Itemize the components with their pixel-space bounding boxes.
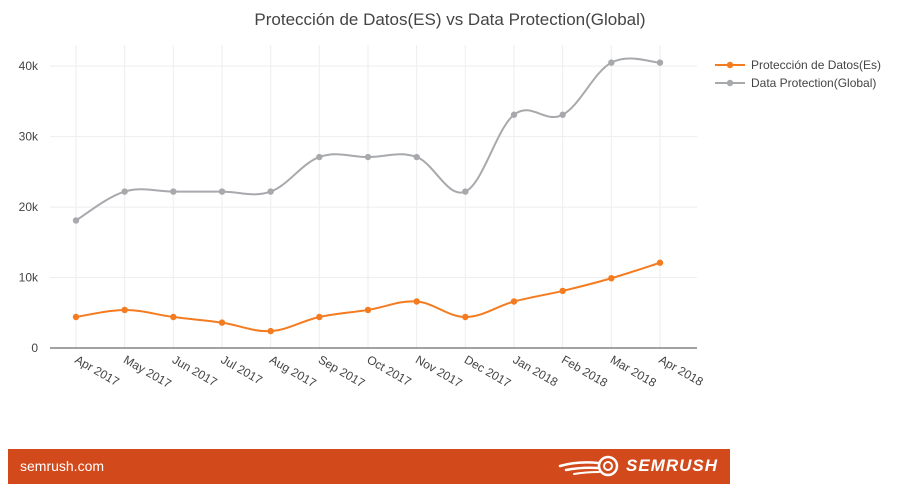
- footer-site-link[interactable]: semrush.com: [20, 458, 105, 474]
- data-point[interactable]: [559, 111, 566, 118]
- data-point[interactable]: [656, 59, 664, 66]
- x-tick-label: Aug 2017: [267, 352, 319, 390]
- data-point[interactable]: [510, 111, 518, 118]
- legend-label: Protección de Datos(Es): [751, 58, 881, 72]
- data-point[interactable]: [364, 153, 372, 161]
- x-tick-label: Dec 2017: [462, 352, 514, 390]
- legend-swatch-marker: [726, 61, 734, 69]
- x-tick-label: Jan 2018: [511, 352, 561, 389]
- legend-item-0[interactable]: Protección de Datos(Es): [715, 58, 881, 72]
- data-point[interactable]: [170, 313, 177, 321]
- series-0: [72, 259, 664, 335]
- line-chart: Protección de Datos(ES) vs Data Protecti…: [19, 10, 881, 391]
- data-point[interactable]: [218, 188, 226, 195]
- data-point[interactable]: [170, 188, 177, 195]
- data-point[interactable]: [608, 275, 615, 282]
- legend-item-1[interactable]: Data Protection(Global): [715, 76, 876, 90]
- legend-swatch-marker: [726, 79, 734, 87]
- x-tick-label: Jul 2017: [219, 352, 266, 387]
- data-point[interactable]: [316, 313, 323, 321]
- x-tick-label: May 2017: [121, 352, 174, 391]
- data-point[interactable]: [218, 319, 226, 326]
- data-point[interactable]: [72, 217, 80, 224]
- x-tick-label: Apr 2017: [73, 352, 122, 389]
- data-point[interactable]: [413, 153, 420, 161]
- data-point[interactable]: [510, 298, 518, 305]
- series-1: [72, 57, 664, 224]
- data-point[interactable]: [462, 188, 469, 195]
- chart-title: Protección de Datos(ES) vs Data Protecti…: [254, 10, 645, 29]
- y-tick-label: 0: [31, 341, 38, 355]
- x-tick-label: Sep 2017: [316, 352, 368, 390]
- x-tick-label: Jun 2017: [170, 352, 220, 389]
- footer-bar: semrush.com SEMRUSH: [8, 449, 730, 484]
- y-tick-label: 10k: [19, 271, 39, 285]
- x-tick-label: Apr 2018: [657, 352, 706, 389]
- legend-label: Data Protection(Global): [751, 76, 876, 90]
- data-point[interactable]: [316, 153, 323, 161]
- data-point[interactable]: [608, 59, 615, 66]
- data-point[interactable]: [72, 313, 80, 321]
- data-point[interactable]: [559, 287, 566, 295]
- x-tick-label: Mar 2018: [608, 352, 659, 390]
- data-point[interactable]: [121, 188, 128, 195]
- x-tick-label: Oct 2017: [365, 352, 414, 389]
- legend[interactable]: Protección de Datos(Es) Data Protection(G…: [715, 58, 881, 90]
- flame-ball-icon: [558, 455, 619, 477]
- x-tick-label: Feb 2018: [559, 352, 610, 390]
- data-point[interactable]: [267, 327, 274, 335]
- data-point[interactable]: [462, 313, 469, 321]
- y-tick-label: 40k: [19, 59, 39, 73]
- data-point[interactable]: [413, 298, 420, 305]
- y-tick-label: 20k: [19, 200, 39, 214]
- data-point[interactable]: [267, 188, 274, 195]
- grid: [50, 45, 697, 348]
- x-tick-label: Nov 2017: [413, 352, 465, 390]
- data-point[interactable]: [121, 306, 128, 314]
- semrush-logo[interactable]: SEMRUSH: [558, 454, 718, 478]
- y-tick-label: 30k: [19, 130, 39, 144]
- data-point[interactable]: [364, 306, 372, 314]
- data-point[interactable]: [656, 259, 664, 266]
- series-layer: [72, 57, 664, 335]
- semrush-logo-text: SEMRUSH: [625, 456, 718, 475]
